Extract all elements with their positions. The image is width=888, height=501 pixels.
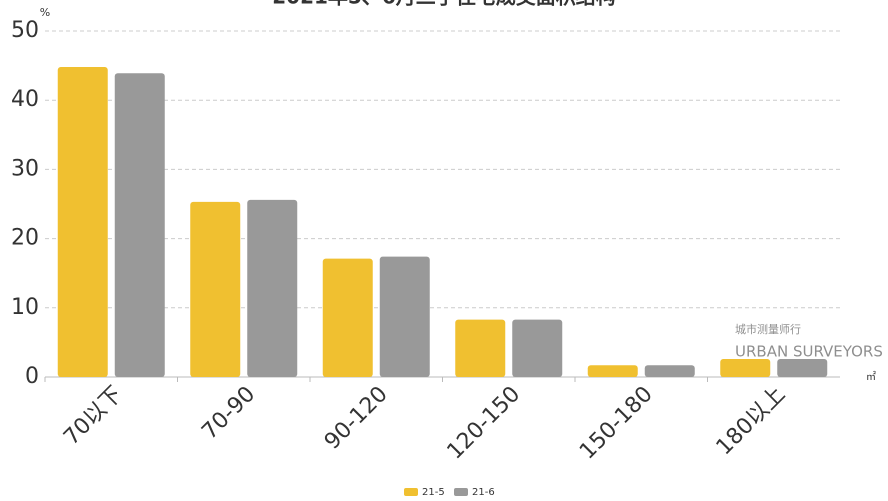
x-tick-label: 120-150: [443, 382, 526, 465]
bar: [720, 359, 771, 377]
watermark-cn: 城市测量师行: [735, 322, 801, 336]
watermark: 城市测量师行 URBAN SURVEYORS: [735, 322, 883, 361]
bar: [114, 73, 165, 377]
bar: [777, 359, 828, 377]
y-tick-label: 40: [11, 87, 39, 112]
x-tick-label: 180以上: [712, 382, 790, 460]
watermark-en: URBAN SURVEYORS: [735, 343, 883, 361]
legend-swatch: [404, 488, 418, 496]
y-tick-label: 20: [11, 226, 39, 251]
y-tick-label: 0: [25, 364, 39, 389]
bar: [455, 319, 506, 377]
bar: [190, 201, 241, 377]
x-tick-label: 70以下: [59, 382, 128, 451]
bar: [322, 258, 373, 377]
x-tick-label: 70-90: [197, 382, 260, 445]
y-unit: %: [40, 6, 50, 19]
y-tick-label: 10: [11, 295, 39, 320]
bar: [587, 365, 638, 377]
x-unit: ㎡: [866, 371, 876, 383]
legend-label: 21-6: [472, 487, 495, 498]
bar: [644, 365, 695, 377]
chart-title: 2021年5、6月二手住宅成交面积结构: [272, 0, 616, 9]
bar: [379, 256, 430, 377]
y-tick-label: 30: [11, 156, 39, 181]
legend-swatch: [454, 488, 468, 496]
x-tick-label: 90-120: [320, 382, 393, 455]
y-tick-label: 50: [11, 18, 39, 43]
bar: [57, 66, 108, 377]
legend-label: 21-5: [422, 487, 445, 498]
bar: [512, 319, 563, 377]
x-tick-label: 150-180: [575, 382, 658, 465]
bar: [247, 199, 298, 377]
